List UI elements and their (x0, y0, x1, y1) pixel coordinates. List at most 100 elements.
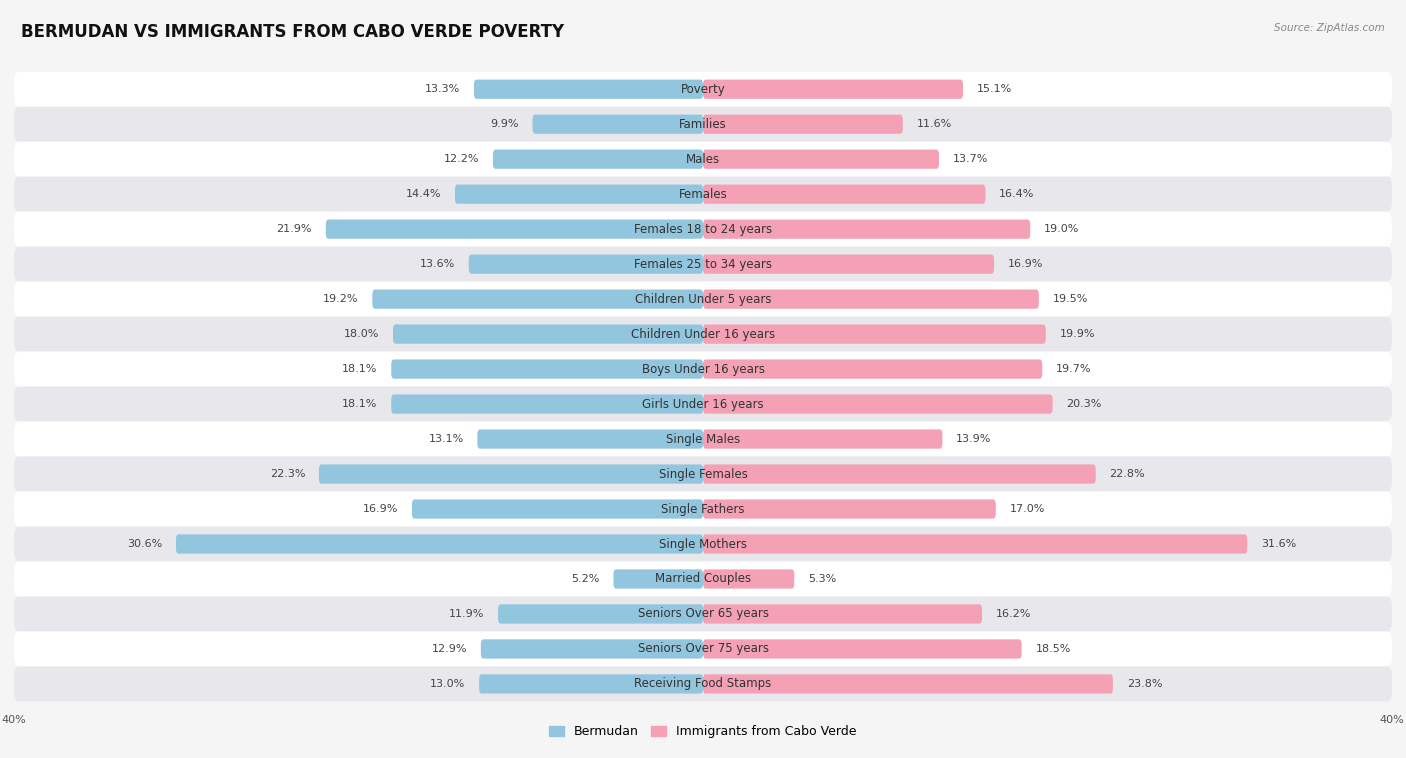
Text: Children Under 16 years: Children Under 16 years (631, 327, 775, 340)
FancyBboxPatch shape (498, 604, 703, 624)
Text: 18.0%: 18.0% (344, 329, 380, 339)
FancyBboxPatch shape (703, 430, 942, 449)
Text: Boys Under 16 years: Boys Under 16 years (641, 362, 765, 375)
Text: 19.0%: 19.0% (1045, 224, 1080, 234)
FancyBboxPatch shape (176, 534, 703, 553)
Text: 19.2%: 19.2% (323, 294, 359, 304)
Text: Source: ZipAtlas.com: Source: ZipAtlas.com (1274, 23, 1385, 33)
FancyBboxPatch shape (14, 631, 1392, 666)
FancyBboxPatch shape (703, 675, 1114, 694)
FancyBboxPatch shape (703, 639, 1022, 659)
FancyBboxPatch shape (703, 290, 1039, 309)
Text: BERMUDAN VS IMMIGRANTS FROM CABO VERDE POVERTY: BERMUDAN VS IMMIGRANTS FROM CABO VERDE P… (21, 23, 564, 41)
FancyBboxPatch shape (14, 282, 1392, 317)
Text: 21.9%: 21.9% (277, 224, 312, 234)
FancyBboxPatch shape (703, 569, 794, 589)
FancyBboxPatch shape (14, 421, 1392, 456)
FancyBboxPatch shape (14, 107, 1392, 142)
FancyBboxPatch shape (703, 255, 994, 274)
Text: 14.4%: 14.4% (406, 190, 441, 199)
FancyBboxPatch shape (392, 324, 703, 343)
Text: 12.2%: 12.2% (444, 154, 479, 164)
FancyBboxPatch shape (703, 534, 1247, 553)
Text: Single Females: Single Females (658, 468, 748, 481)
FancyBboxPatch shape (703, 184, 986, 204)
FancyBboxPatch shape (703, 220, 1031, 239)
Text: Single Fathers: Single Fathers (661, 503, 745, 515)
Text: 16.2%: 16.2% (995, 609, 1031, 619)
Text: 23.8%: 23.8% (1126, 679, 1163, 689)
Text: Single Mothers: Single Mothers (659, 537, 747, 550)
FancyBboxPatch shape (703, 604, 981, 624)
FancyBboxPatch shape (481, 639, 703, 659)
FancyBboxPatch shape (14, 456, 1392, 491)
FancyBboxPatch shape (373, 290, 703, 309)
Text: Girls Under 16 years: Girls Under 16 years (643, 398, 763, 411)
Text: Receiving Food Stamps: Receiving Food Stamps (634, 678, 772, 691)
FancyBboxPatch shape (703, 500, 995, 518)
Text: 16.9%: 16.9% (363, 504, 398, 514)
FancyBboxPatch shape (14, 387, 1392, 421)
Text: 18.1%: 18.1% (342, 364, 377, 374)
Text: Seniors Over 65 years: Seniors Over 65 years (637, 607, 769, 621)
FancyBboxPatch shape (14, 562, 1392, 597)
Text: Single Males: Single Males (666, 433, 740, 446)
Text: 18.5%: 18.5% (1035, 644, 1071, 654)
FancyBboxPatch shape (14, 352, 1392, 387)
FancyBboxPatch shape (14, 72, 1392, 107)
FancyBboxPatch shape (391, 359, 703, 379)
FancyBboxPatch shape (479, 675, 703, 694)
Text: 15.1%: 15.1% (977, 84, 1012, 94)
Text: 5.2%: 5.2% (571, 574, 599, 584)
Text: 9.9%: 9.9% (491, 119, 519, 129)
FancyBboxPatch shape (613, 569, 703, 589)
Text: 20.3%: 20.3% (1066, 399, 1102, 409)
FancyBboxPatch shape (456, 184, 703, 204)
FancyBboxPatch shape (14, 597, 1392, 631)
FancyBboxPatch shape (14, 527, 1392, 562)
FancyBboxPatch shape (412, 500, 703, 518)
Text: Females 18 to 24 years: Females 18 to 24 years (634, 223, 772, 236)
Text: 19.5%: 19.5% (1053, 294, 1088, 304)
Text: 16.4%: 16.4% (1000, 190, 1035, 199)
Text: 11.6%: 11.6% (917, 119, 952, 129)
FancyBboxPatch shape (478, 430, 703, 449)
FancyBboxPatch shape (474, 80, 703, 99)
Text: 22.3%: 22.3% (270, 469, 305, 479)
FancyBboxPatch shape (703, 80, 963, 99)
Text: 18.1%: 18.1% (342, 399, 377, 409)
FancyBboxPatch shape (703, 114, 903, 134)
Text: Families: Families (679, 117, 727, 130)
FancyBboxPatch shape (326, 220, 703, 239)
Text: 13.1%: 13.1% (429, 434, 464, 444)
Text: Females: Females (679, 188, 727, 201)
Text: Males: Males (686, 152, 720, 166)
Text: 17.0%: 17.0% (1010, 504, 1045, 514)
FancyBboxPatch shape (14, 177, 1392, 211)
Text: 13.3%: 13.3% (425, 84, 460, 94)
Legend: Bermudan, Immigrants from Cabo Verde: Bermudan, Immigrants from Cabo Verde (544, 720, 862, 744)
Text: Married Couples: Married Couples (655, 572, 751, 585)
Text: 22.8%: 22.8% (1109, 469, 1144, 479)
Text: 19.9%: 19.9% (1060, 329, 1095, 339)
Text: 13.0%: 13.0% (430, 679, 465, 689)
Text: Seniors Over 75 years: Seniors Over 75 years (637, 643, 769, 656)
FancyBboxPatch shape (703, 149, 939, 169)
FancyBboxPatch shape (14, 246, 1392, 282)
Text: 13.9%: 13.9% (956, 434, 991, 444)
Text: Females 25 to 34 years: Females 25 to 34 years (634, 258, 772, 271)
FancyBboxPatch shape (703, 465, 1095, 484)
FancyBboxPatch shape (14, 491, 1392, 527)
Text: 13.6%: 13.6% (420, 259, 456, 269)
Text: 30.6%: 30.6% (127, 539, 162, 549)
FancyBboxPatch shape (494, 149, 703, 169)
Text: 16.9%: 16.9% (1008, 259, 1043, 269)
Text: 19.7%: 19.7% (1056, 364, 1091, 374)
Text: 12.9%: 12.9% (432, 644, 467, 654)
FancyBboxPatch shape (703, 359, 1042, 379)
FancyBboxPatch shape (14, 142, 1392, 177)
FancyBboxPatch shape (703, 324, 1046, 343)
FancyBboxPatch shape (533, 114, 703, 134)
FancyBboxPatch shape (14, 211, 1392, 246)
FancyBboxPatch shape (468, 255, 703, 274)
